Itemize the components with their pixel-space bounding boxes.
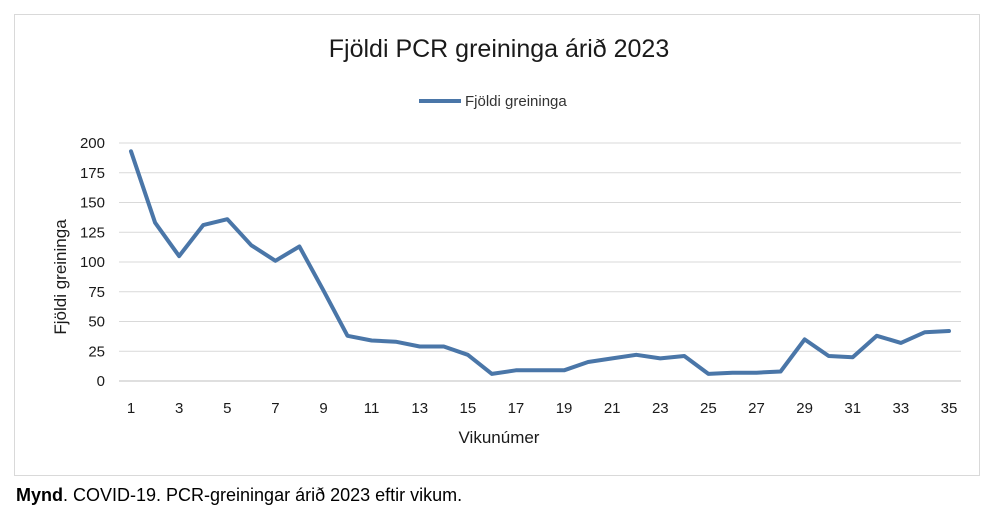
y-tick-label: 200	[80, 135, 105, 152]
x-tick-label: 27	[748, 400, 765, 417]
x-tick-label: 29	[796, 400, 813, 417]
y-tick-label: 25	[88, 343, 105, 360]
y-axis-ticks: 0 25 50 75 100 125 150 175 200	[80, 135, 105, 390]
x-tick-label: 23	[652, 400, 669, 417]
series-line	[129, 149, 951, 376]
legend-label: Fjöldi greininga	[465, 93, 567, 110]
x-tick-label: 9	[319, 400, 327, 417]
legend: Fjöldi greininga	[419, 93, 567, 110]
x-tick-label: 3	[175, 400, 183, 417]
x-tick-label: 13	[411, 400, 428, 417]
y-tick-label: 125	[80, 224, 105, 241]
x-tick-label: 35	[941, 400, 958, 417]
gridlines	[119, 142, 961, 382]
x-tick-label: 31	[844, 400, 861, 417]
x-tick-label: 25	[700, 400, 717, 417]
chart-frame: Fjöldi PCR greininga árið 2023 Fjöldi gr…	[14, 14, 980, 476]
y-axis-label: Fjöldi greininga	[51, 219, 70, 335]
x-tick-label: 11	[364, 400, 380, 417]
x-tick-label: 1	[127, 400, 135, 417]
caption-bold: Mynd	[16, 485, 63, 505]
x-tick-label: 19	[556, 400, 573, 417]
y-tick-label: 150	[80, 195, 105, 212]
x-tick-label: 15	[459, 400, 476, 417]
y-tick-label: 75	[88, 284, 105, 301]
y-tick-label: 0	[97, 373, 105, 390]
x-axis-ticks: 1 3 5 7 9 11 13 15 17 19 21 23 25 27 29 31 33 35	[127, 400, 957, 417]
x-tick-label: 17	[508, 400, 525, 417]
figure-caption: Mynd. COVID-19. PCR-greiningar árið 2023…	[16, 485, 462, 506]
chart-title: Fjöldi PCR greininga árið 2023	[329, 35, 669, 63]
y-tick-label: 100	[80, 254, 105, 271]
series-group	[129, 149, 951, 376]
caption-text: . COVID-19. PCR-greiningar árið 2023 eft…	[63, 485, 463, 505]
y-tick-label: 175	[80, 165, 105, 182]
y-tick-label: 50	[88, 314, 105, 331]
x-tick-label: 7	[271, 400, 279, 417]
x-tick-label: 33	[893, 400, 910, 417]
x-axis-label: Vikunúmer	[459, 428, 540, 447]
line-chart: Fjöldi PCR greininga árið 2023 Fjöldi gr…	[51, 35, 961, 447]
x-tick-label: 5	[223, 400, 231, 417]
x-tick-label: 21	[604, 400, 621, 417]
